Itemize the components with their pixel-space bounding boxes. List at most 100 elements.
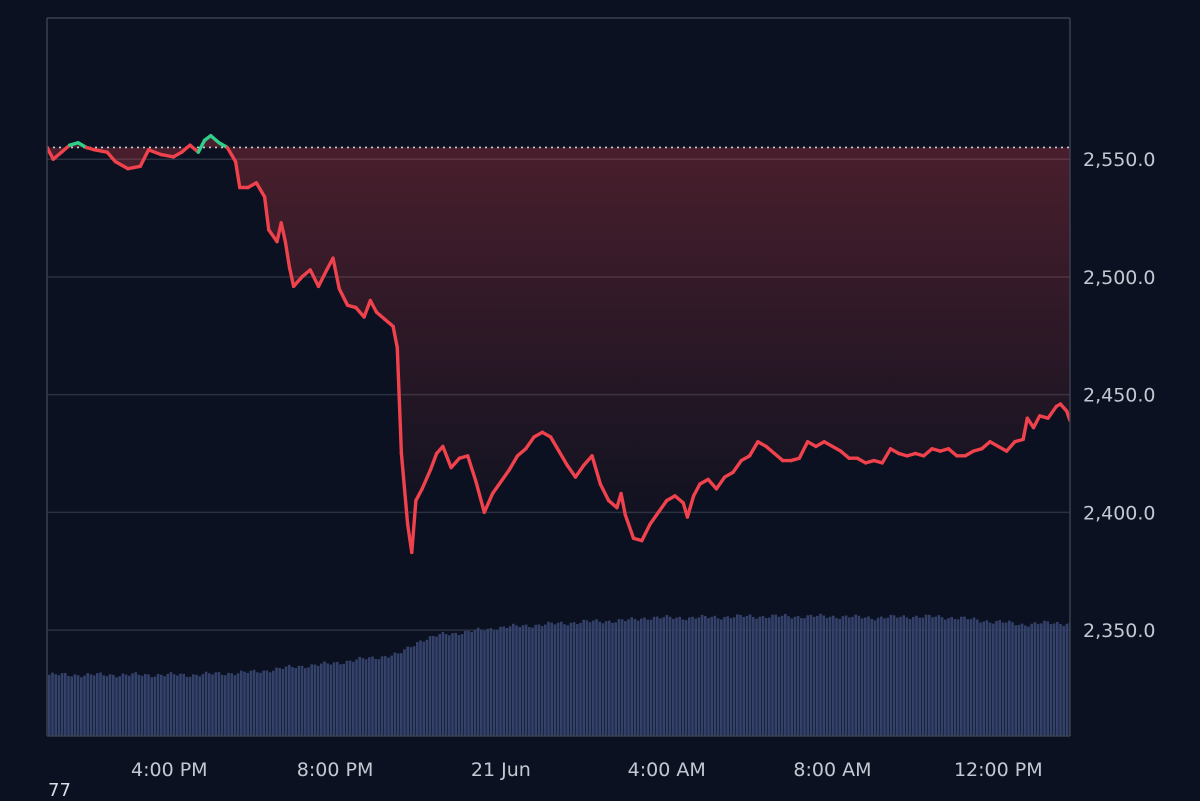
volume-bar [713, 615, 717, 736]
price-segment [764, 444, 777, 456]
volume-bar [300, 665, 304, 736]
volume-bar [284, 666, 288, 736]
volume-bar [518, 627, 521, 736]
volume-bar [768, 617, 771, 736]
volume-bar [736, 614, 739, 736]
volume-bar [230, 673, 233, 736]
price-segment [279, 221, 288, 244]
volume-bar [134, 672, 137, 736]
volume-bar [403, 649, 406, 736]
price-segment [797, 440, 810, 460]
volume-bar [976, 619, 979, 736]
volume-bar [243, 671, 246, 736]
volume-bar [819, 613, 822, 736]
volume-bar [774, 614, 777, 736]
volume-bar [960, 616, 963, 736]
volume-bar [489, 628, 493, 736]
volume-bar [553, 624, 557, 736]
price-segment [59, 143, 72, 154]
price-segment [714, 475, 727, 491]
price-segment [619, 491, 627, 517]
volume-bar [220, 674, 224, 736]
volume-bar [963, 616, 966, 736]
volume-bar [668, 616, 672, 736]
volume-bar [982, 621, 985, 736]
volume-bar [508, 626, 512, 736]
volume-bar [473, 629, 477, 736]
volume-bar [272, 670, 275, 736]
price-segment [196, 138, 207, 154]
volume-bar [985, 620, 989, 736]
volume-bar [326, 663, 329, 736]
price-segment [47, 145, 55, 161]
volume-bar [937, 615, 941, 736]
price-segment [1021, 416, 1030, 442]
volume-bar [598, 621, 601, 736]
volume-bar [1046, 621, 1049, 736]
price-segment [499, 468, 511, 484]
volume-bar [240, 670, 243, 736]
price-segment [515, 447, 528, 458]
volume-bar [739, 614, 742, 736]
volume-bar [816, 615, 819, 736]
volume-bar [294, 667, 297, 736]
price-segment [980, 440, 992, 451]
volume-bar [352, 661, 355, 736]
volume-bar [854, 614, 857, 736]
volume-bar [956, 619, 960, 736]
volume-bar [416, 642, 419, 736]
price-segment [685, 494, 696, 519]
price-segment [410, 498, 418, 555]
volume-bar [550, 622, 553, 736]
volume-bar [704, 615, 707, 736]
price-segment [362, 298, 373, 319]
volume-bar [236, 673, 240, 736]
volume-bar [64, 672, 67, 736]
x-tick-label-0: 4:00 PM [131, 759, 208, 781]
volume-bar [825, 617, 829, 736]
volume-bar [176, 675, 179, 736]
volume-bar [892, 615, 896, 736]
price-segment [548, 435, 561, 453]
volume-bar [160, 674, 163, 736]
volume-bar [694, 618, 697, 736]
price-segment [557, 449, 569, 467]
price-segment [291, 275, 304, 289]
price-segment [648, 510, 661, 526]
volume-bar [630, 617, 633, 736]
volume-bar [780, 615, 784, 736]
volume-bar [166, 673, 169, 736]
volume-bar [483, 630, 486, 736]
volume-bar [556, 622, 560, 736]
price-segment [691, 482, 702, 498]
volume-bar [764, 617, 768, 736]
volume-bar [179, 673, 182, 736]
price-segment [673, 494, 685, 505]
volume-bar [1020, 623, 1024, 736]
price-segment [656, 498, 669, 515]
price-segment [391, 324, 399, 350]
volume-bar [512, 623, 515, 736]
volume-bar [828, 616, 832, 736]
volume-bar [1030, 623, 1033, 736]
price-segment [414, 487, 424, 503]
price-segment [138, 148, 151, 169]
volume-bar [310, 664, 313, 736]
volume-bar [380, 656, 384, 736]
volume-bar [355, 659, 358, 736]
volume-bar [857, 615, 861, 736]
volume-bar [915, 615, 918, 736]
volume-bar [1043, 620, 1046, 736]
price-segment [354, 305, 366, 319]
volume-bar [867, 616, 870, 736]
volume-bar [700, 614, 704, 736]
volume-bar [812, 616, 816, 736]
price-segment [640, 522, 652, 543]
volume-bar [201, 674, 205, 736]
price-segment [466, 454, 478, 484]
volume-bar [835, 618, 838, 736]
volume-bar [972, 617, 976, 736]
volume-bar [899, 616, 902, 736]
volume-bar [604, 621, 608, 736]
volume-bar [393, 652, 397, 736]
